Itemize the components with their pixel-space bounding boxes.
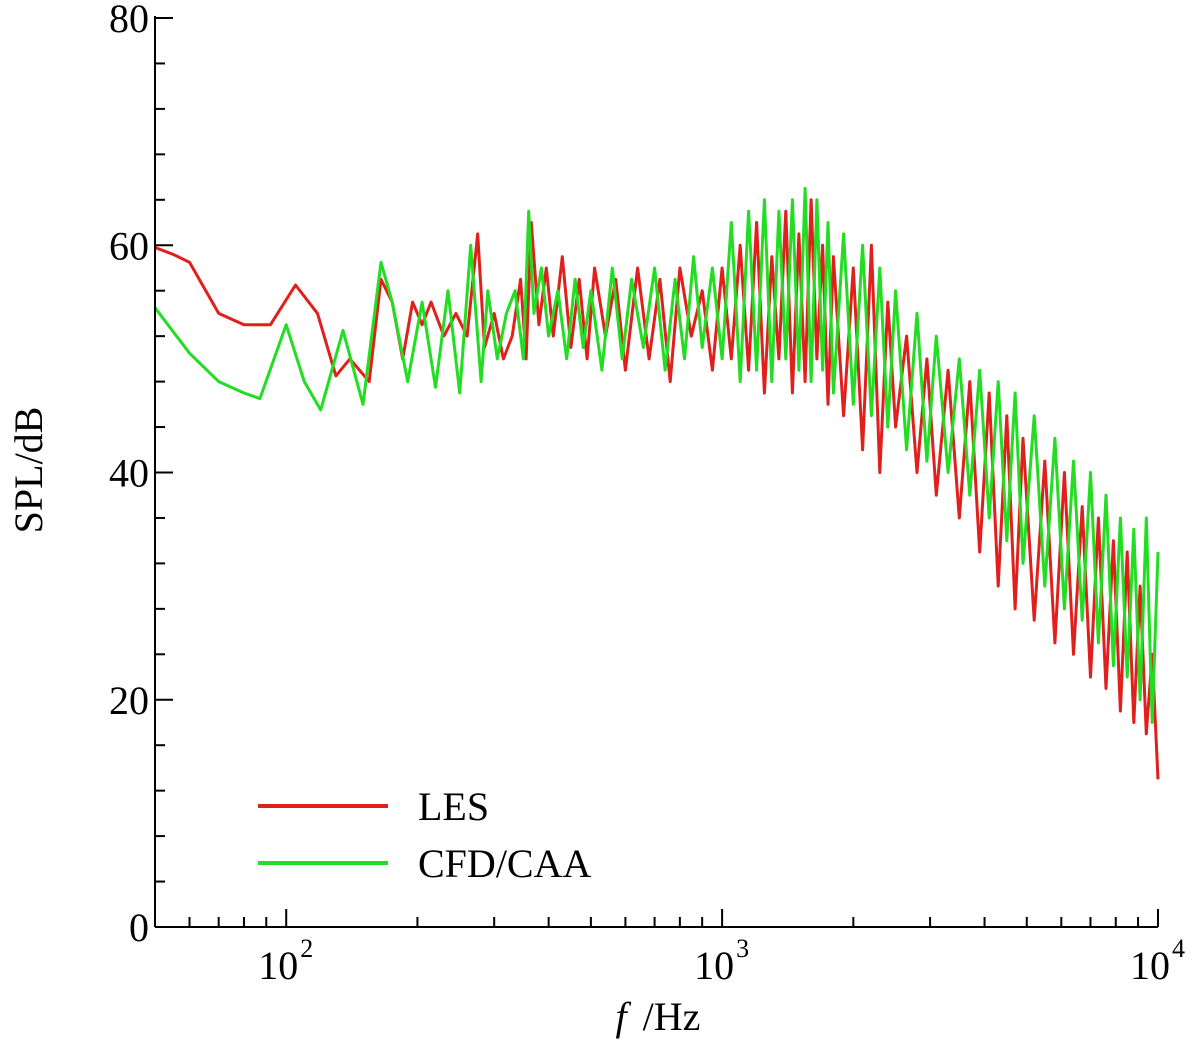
x-tick-label: 10 [694, 943, 734, 988]
y-tick-label: 60 [109, 223, 149, 268]
legend: LES CFD/CAA [258, 784, 591, 886]
x-tick-exponent: 2 [300, 934, 313, 963]
y-tick-label: 0 [129, 905, 149, 950]
y-tick-label: 80 [109, 0, 149, 41]
legend-label-cfd-caa: CFD/CAA [418, 841, 591, 886]
x-axis-title-variable: f [616, 994, 632, 1039]
x-tick-exponent: 3 [736, 934, 749, 963]
series-layer [153, 186, 1160, 780]
x-axis-title: f /Hz [616, 994, 701, 1039]
legend-label-les: LES [418, 784, 489, 829]
x-axis-title-unit: /Hz [643, 994, 701, 1039]
axes-layer [154, 16, 1158, 928]
y-axis-title: SPL/dB [6, 407, 51, 534]
y-tick-label: 20 [109, 678, 149, 723]
x-tick-label: 10 [258, 943, 298, 988]
series-line-cfd-caa [153, 186, 1160, 724]
x-tick-label: 10 [1130, 943, 1170, 988]
x-tick-exponent: 4 [1172, 934, 1185, 963]
y-tick-label: 40 [109, 451, 149, 496]
